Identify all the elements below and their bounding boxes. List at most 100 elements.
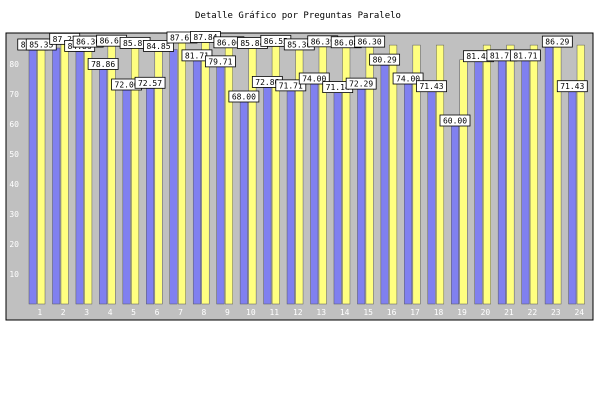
- data-label-box: [298, 72, 330, 85]
- x-tick-label: 18: [434, 308, 444, 317]
- y-tick-label: 50: [9, 150, 19, 159]
- data-label-text: 87.84: [193, 33, 217, 42]
- x-tick-label: 2: [61, 308, 66, 317]
- x-tick-label: 24: [574, 308, 584, 317]
- data-label-box: [228, 90, 260, 103]
- data-label-text: 79.71: [208, 57, 232, 66]
- data-label-text: 86.06: [217, 38, 241, 47]
- data-label: 71.71: [275, 79, 307, 92]
- data-label-box: [369, 53, 401, 66]
- data-label-text: 85.33: [29, 41, 53, 50]
- x-tick-label: 16: [387, 308, 397, 317]
- data-label: 86.30: [354, 35, 386, 48]
- bar: [201, 40, 210, 305]
- bar: [333, 90, 342, 305]
- data-label: 60.00: [439, 114, 471, 127]
- x-tick-label: 19: [457, 308, 467, 317]
- bar: [404, 81, 413, 305]
- bar: [427, 89, 436, 305]
- data-label: 81.71: [181, 49, 213, 62]
- data-label-text: 81.43: [466, 52, 490, 61]
- y-tick-label: 60: [9, 120, 19, 129]
- y-tick-label: 70: [9, 90, 19, 99]
- bar: [544, 44, 553, 305]
- data-label-box: [392, 72, 424, 85]
- bar: [224, 45, 233, 305]
- data-label: 79.71: [205, 55, 236, 68]
- bar: [474, 59, 483, 305]
- x-axis: 1 2 3 4 5 6 7 8 9 10 11 12 13 14 15 16 17 18 19 20 21 22 23 24: [37, 308, 584, 317]
- bar: [84, 44, 93, 305]
- data-label-text: 68.00: [232, 93, 256, 102]
- data-label-text: 85.36: [287, 40, 311, 49]
- data-label-text: 86.08: [334, 38, 358, 47]
- y-tick-label: 10: [9, 270, 19, 279]
- x-tick-label: 15: [363, 308, 373, 317]
- bar: [497, 58, 506, 305]
- bar: [239, 99, 248, 305]
- data-label: 71.43: [556, 80, 588, 93]
- data-label: 74.00: [298, 72, 330, 85]
- x-tick-label: 20: [481, 308, 491, 317]
- bar: [286, 88, 295, 305]
- data-label-text: 71.43: [419, 82, 443, 91]
- bar: [529, 44, 538, 305]
- bar: [28, 47, 37, 305]
- x-tick-label: 23: [551, 308, 561, 317]
- bar: [122, 87, 131, 305]
- x-tick-label: 4: [108, 308, 113, 317]
- y-tick-label: 80: [9, 60, 19, 69]
- bar: [216, 64, 225, 305]
- data-label: 72.29: [345, 77, 377, 90]
- x-tick-label: 21: [504, 308, 514, 317]
- y-tick-label: 30: [9, 210, 19, 219]
- bar: [451, 123, 459, 305]
- bar: [576, 44, 585, 305]
- data-label-box: [275, 79, 307, 92]
- data-label: 78.86: [87, 58, 119, 70]
- bar: [482, 44, 491, 305]
- bar: [60, 42, 69, 305]
- data-label: 72.57: [134, 76, 166, 89]
- bar: [357, 86, 366, 305]
- data-label-text: 86.29: [545, 38, 569, 47]
- data-label-text: 86.39: [311, 37, 335, 46]
- data-label-box: [205, 55, 236, 68]
- bar: [506, 44, 515, 305]
- x-tick-label: 8: [202, 308, 207, 317]
- x-tick-label: 11: [269, 308, 279, 317]
- data-label-text: 86.61: [100, 37, 124, 46]
- data-label-box: [87, 58, 119, 70]
- x-tick-label: 13: [316, 308, 326, 317]
- bar: [263, 85, 272, 305]
- data-label: 68.00: [228, 90, 260, 103]
- bar: [52, 47, 61, 305]
- bar: [178, 40, 186, 305]
- data-label-box: [541, 35, 573, 48]
- data-label-text: 86.55: [264, 37, 288, 46]
- bar: [192, 58, 201, 305]
- data-label-text: 81.71: [185, 51, 209, 60]
- y-axis: 10 20 30 40 50 60 70 80: [9, 60, 19, 279]
- data-label-text: 87.22: [53, 35, 77, 44]
- bar: [99, 67, 108, 305]
- data-label-box: [181, 49, 213, 62]
- data-label-text: 78.86: [91, 60, 115, 69]
- bar: [568, 89, 577, 305]
- data-label: 81.71: [509, 49, 541, 62]
- data-label-text: 81.71: [490, 51, 514, 60]
- data-label-text: 71.14: [326, 83, 350, 92]
- data-label: 86.29: [541, 35, 573, 48]
- bar: [146, 86, 155, 305]
- data-label: 84.85: [143, 40, 174, 52]
- x-tick-label: 22: [528, 308, 538, 317]
- data-label-box: [556, 80, 588, 93]
- data-label: 71.43: [416, 80, 447, 93]
- data-label-box: [134, 76, 166, 89]
- data-label-text: 86.30: [358, 38, 382, 47]
- bar: [169, 49, 178, 305]
- x-tick-label: 14: [340, 308, 350, 317]
- bar: [389, 44, 398, 305]
- bar: [521, 58, 530, 305]
